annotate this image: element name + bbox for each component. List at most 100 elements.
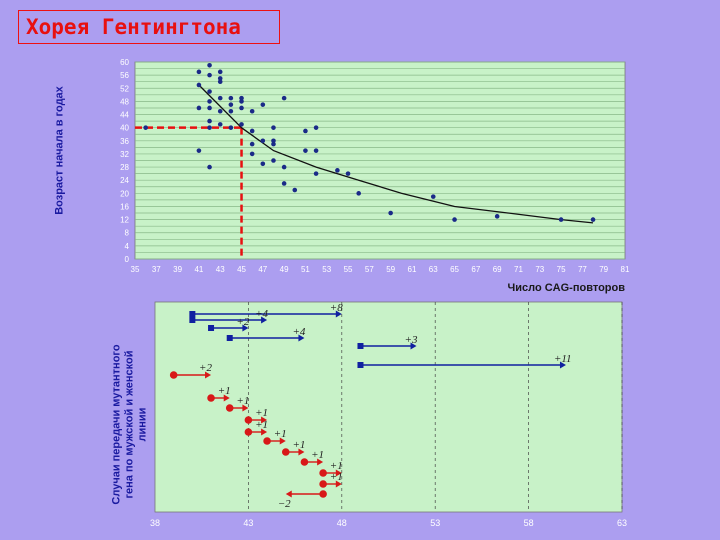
arrow-head xyxy=(559,361,566,369)
data-point xyxy=(249,141,255,147)
data-point xyxy=(281,95,287,101)
trend-curve xyxy=(198,84,594,224)
x-tick-label: 63 xyxy=(617,518,627,528)
data-point xyxy=(207,62,212,68)
data-point xyxy=(217,122,223,127)
page-title: Хорея Гентингтона xyxy=(26,15,241,39)
x-tick-label: 51 xyxy=(301,265,310,274)
male-arrow-label: +4 xyxy=(255,308,268,320)
arrow-head xyxy=(223,394,230,402)
x-tick-label: 63 xyxy=(429,265,438,274)
arrow-head xyxy=(261,428,268,436)
arrow-head xyxy=(242,404,249,412)
data-point xyxy=(207,105,212,111)
data-point xyxy=(313,148,319,153)
data-point xyxy=(281,164,287,170)
data-point xyxy=(249,128,255,134)
x-tick-label: 53 xyxy=(322,265,331,274)
data-point xyxy=(143,125,148,130)
y-tick-label: 20 xyxy=(120,189,129,198)
data-point xyxy=(494,214,500,219)
x-tick-label: 41 xyxy=(194,265,203,274)
data-point xyxy=(335,168,340,173)
arrow-head xyxy=(335,469,342,477)
x-tick-label: 67 xyxy=(471,265,480,274)
data-point xyxy=(345,171,351,176)
data-point xyxy=(430,194,436,199)
data-point xyxy=(271,138,276,144)
y-tick-label: 8 xyxy=(125,229,130,238)
data-point xyxy=(303,128,308,134)
x-tick-label: 59 xyxy=(386,265,395,274)
data-point xyxy=(217,95,223,101)
data-point xyxy=(239,99,244,104)
x-tick-label: 43 xyxy=(243,518,253,528)
male-arrow-label: +3 xyxy=(405,334,418,346)
female-arrow-label: +1 xyxy=(255,407,268,419)
data-point xyxy=(303,148,308,153)
x-tick-label: 71 xyxy=(514,265,523,274)
female-arrow-label: +1 xyxy=(330,471,343,483)
arrow-head xyxy=(317,458,324,466)
data-point xyxy=(452,217,457,222)
y-tick-label: 24 xyxy=(120,176,129,185)
x-tick-label: 75 xyxy=(557,265,566,274)
x-tick-label: 81 xyxy=(621,265,630,274)
data-point xyxy=(228,108,234,114)
data-point xyxy=(239,95,244,101)
male-arrow-label: +11 xyxy=(554,353,572,365)
arrow-head xyxy=(242,324,249,332)
data-point xyxy=(558,217,564,222)
data-point xyxy=(281,181,287,186)
y-tick-label: 32 xyxy=(120,150,129,159)
x-tick-label: 47 xyxy=(258,265,267,274)
title-box: Хорея Гентингтона xyxy=(18,10,280,44)
y-tick-label: 16 xyxy=(120,202,129,211)
x-tick-label: 77 xyxy=(578,265,587,274)
y-tick-label: 28 xyxy=(120,163,129,172)
arrow-head xyxy=(335,310,342,318)
top-x-axis-label: Число CAG-повторов xyxy=(507,282,625,294)
y-tick-label: 56 xyxy=(120,71,129,80)
y-tick-label: 4 xyxy=(125,242,130,251)
data-point xyxy=(228,125,234,130)
data-point xyxy=(207,89,212,94)
arrow-head xyxy=(285,490,292,498)
data-point xyxy=(207,164,212,170)
y-tick-label: 52 xyxy=(120,84,129,93)
data-point xyxy=(313,125,319,130)
x-tick-label: 39 xyxy=(173,265,182,274)
y-tick-label: 12 xyxy=(120,216,129,225)
female-arrow-label: +1 xyxy=(292,439,305,451)
x-tick-label: 57 xyxy=(365,265,374,274)
x-tick-label: 48 xyxy=(337,518,347,528)
data-point xyxy=(196,82,202,88)
data-point xyxy=(228,102,234,107)
female-arrow-label: −2 xyxy=(278,498,291,510)
data-point xyxy=(207,72,212,78)
y-tick-label: 48 xyxy=(120,97,129,106)
x-tick-label: 79 xyxy=(599,265,608,274)
female-arrow-label: +1 xyxy=(311,449,324,461)
y-tick-label: 40 xyxy=(120,124,129,133)
data-point xyxy=(217,69,223,75)
x-tick-label: 35 xyxy=(131,265,140,274)
arrow-head xyxy=(261,316,268,324)
arrow-head xyxy=(410,342,417,350)
x-tick-label: 73 xyxy=(535,265,544,274)
data-point xyxy=(217,79,223,84)
data-point xyxy=(260,102,266,107)
arrow-head xyxy=(205,371,212,379)
male-arrow-label: +2 xyxy=(236,316,249,328)
data-point xyxy=(196,105,202,111)
y-tick-label: 36 xyxy=(120,137,129,146)
data-point xyxy=(217,108,223,114)
x-tick-label: 37 xyxy=(152,265,161,274)
female-arrow-label: +1 xyxy=(330,460,343,472)
arrow-head xyxy=(298,334,305,342)
y-tick-label: 60 xyxy=(120,58,129,67)
data-point xyxy=(356,191,361,196)
y-tick-label: 0 xyxy=(125,255,130,264)
data-point xyxy=(313,171,319,176)
